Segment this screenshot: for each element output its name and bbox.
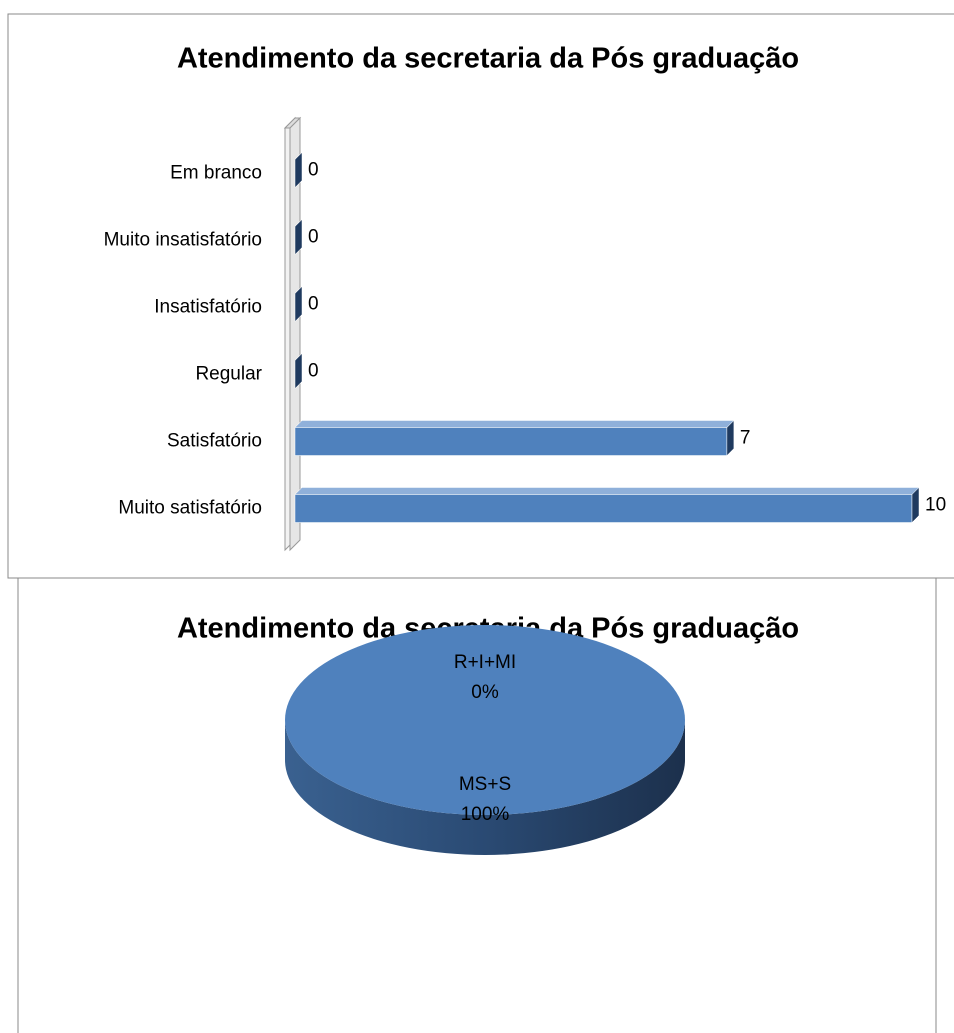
bar [294, 352, 303, 390]
data-label: 0 [308, 361, 319, 382]
bar-face [294, 218, 303, 256]
bar [294, 419, 735, 457]
bar [294, 151, 303, 189]
bar-face [294, 487, 920, 495]
bar-face [294, 420, 735, 428]
slice-label: MS+S [459, 774, 511, 795]
slice-value-label: 100% [461, 804, 510, 825]
slice-label: R+I+MI [454, 652, 516, 673]
y-tick-label: Regular [195, 364, 262, 385]
bar-chart-frame [7, 13, 954, 579]
y-tick-label: Insatisfatório [154, 297, 262, 318]
data-label: 0 [308, 294, 319, 315]
bar-face [294, 352, 303, 390]
slice-value-label: 0% [471, 682, 499, 703]
pie-side [285, 720, 685, 855]
bar-face [294, 285, 303, 323]
bar-face [294, 494, 913, 523]
bar-face [726, 419, 735, 457]
data-label: 10 [925, 495, 946, 516]
bar [294, 218, 303, 256]
y-tick-label: Muito insatisfatório [104, 230, 262, 251]
bar [294, 285, 303, 323]
data-label: 0 [308, 227, 319, 248]
bar-face [294, 427, 728, 456]
bar-face [294, 151, 303, 189]
pie-slice [285, 625, 685, 815]
data-label: 7 [740, 428, 751, 449]
y-tick-label: Em branco [170, 163, 262, 184]
bar-face [911, 486, 920, 524]
chart-title: Atendimento da secretaria da Pós graduaç… [177, 43, 799, 75]
y-tick-label: Satisfatório [167, 431, 262, 452]
data-label: 0 [308, 160, 319, 181]
bar [294, 486, 920, 524]
y-tick-label: Muito satisfatório [118, 498, 262, 519]
